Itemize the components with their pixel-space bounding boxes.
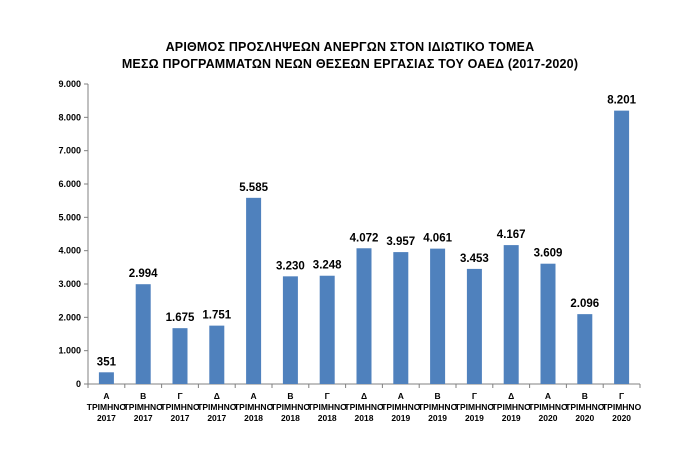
x-tick-label: Γ: [619, 391, 624, 401]
bar: [172, 328, 188, 384]
x-tick-label: Γ: [325, 391, 330, 401]
x-tick-label: ΤΡΙΜΗΝΟ: [528, 402, 568, 412]
x-tick-label: ΤΡΙΜΗΝΟ: [565, 402, 605, 412]
x-tick-label: ΤΡΙΜΗΝΟ: [87, 402, 127, 412]
y-tick-label: 2.000: [58, 312, 81, 322]
data-label: 351: [97, 356, 117, 368]
x-tick-label: Δ: [508, 391, 514, 401]
x-tick-label: 2018: [355, 413, 374, 423]
bar: [98, 372, 114, 384]
x-tick-label: ΤΡΙΜΗΝΟ: [124, 402, 164, 412]
x-tick-label: Δ: [214, 391, 220, 401]
x-tick-label: 2020: [575, 413, 594, 423]
x-tick-label: Δ: [361, 391, 367, 401]
x-tick-label: 2019: [465, 413, 484, 423]
bar: [430, 248, 446, 384]
x-tick-label: Β: [582, 391, 588, 401]
data-label: 4.167: [497, 229, 526, 241]
x-tick-label: Γ: [472, 391, 477, 401]
bar: [577, 314, 593, 384]
y-tick-label: 9.000: [58, 79, 81, 89]
bar: [614, 110, 630, 384]
data-label: 3.453: [460, 253, 489, 265]
data-label: 3.957: [386, 236, 415, 248]
y-tick-label: 0: [76, 379, 81, 389]
data-label: 1.751: [202, 310, 231, 322]
x-tick-label: 2018: [281, 413, 300, 423]
data-label: 1.675: [166, 312, 195, 324]
x-tick-label: ΤΡΙΜΗΝΟ: [381, 402, 421, 412]
data-label: 4.061: [423, 233, 452, 245]
x-tick-label: 2019: [428, 413, 447, 423]
data-label: 4.072: [350, 232, 379, 244]
x-tick-label: 2017: [207, 413, 226, 423]
x-tick-label: Β: [140, 391, 146, 401]
bar: [209, 325, 225, 384]
y-tick-label: 7.000: [58, 146, 81, 156]
bar: [503, 245, 519, 384]
x-tick-label: ΤΡΙΜΗΝΟ: [160, 402, 200, 412]
data-label: 3.609: [534, 248, 563, 260]
bar: [246, 197, 262, 384]
y-tick-label: 1.000: [58, 346, 81, 356]
data-label: 5.585: [239, 182, 268, 194]
bar: [540, 263, 556, 384]
x-tick-label: Α: [251, 391, 257, 401]
bar: [319, 275, 335, 384]
x-tick-label: 2017: [97, 413, 116, 423]
x-tick-label: ΤΡΙΜΗΝΟ: [418, 402, 458, 412]
y-tick-label: 8.000: [58, 112, 81, 122]
x-tick-label: 2019: [391, 413, 410, 423]
x-tick-label: Γ: [177, 391, 182, 401]
y-tick-label: 4.000: [58, 246, 81, 256]
x-tick-label: ΤΡΙΜΗΝΟ: [234, 402, 274, 412]
data-label: 3.230: [276, 260, 305, 272]
y-tick-label: 3.000: [58, 279, 81, 289]
chart-subtitle: ΜΕΣΩ ΠΡΟΓΡΑΜΜΑΤΩΝ ΝΕΩΝ ΘΕΣΕΩΝ ΕΡΓΑΣΙΑΣ Τ…: [121, 57, 579, 71]
x-tick-label: ΤΡΙΜΗΝΟ: [197, 402, 237, 412]
data-label: 2.994: [129, 268, 158, 280]
bar: [135, 284, 151, 384]
x-tick-label: 2018: [318, 413, 337, 423]
bar: [282, 276, 298, 384]
data-label: 3.248: [313, 260, 342, 272]
x-tick-label: 2019: [502, 413, 521, 423]
chart-title: ΑΡΙΘΜΟΣ ΠΡΟΣΛΗΨΕΩΝ ΑΝΕΡΓΩΝ ΣΤΟΝ ΙΔΙΩΤΙΚΟ…: [165, 40, 535, 54]
x-tick-label: 2020: [539, 413, 558, 423]
y-tick-label: 5.000: [58, 212, 81, 222]
x-tick-label: ΤΡΙΜΗΝΟ: [602, 402, 642, 412]
bar: [393, 252, 409, 384]
x-tick-label: Β: [435, 391, 441, 401]
x-tick-label: Β: [287, 391, 293, 401]
bar: [466, 268, 482, 384]
x-tick-label: Α: [398, 391, 404, 401]
x-tick-label: Α: [545, 391, 551, 401]
x-tick-label: 2017: [134, 413, 153, 423]
x-tick-label: 2020: [612, 413, 631, 423]
x-tick-label: 2017: [171, 413, 190, 423]
x-tick-label: Α: [103, 391, 109, 401]
x-tick-label: ΤΡΙΜΗΝΟ: [492, 402, 532, 412]
x-tick-label: ΤΡΙΜΗΝΟ: [344, 402, 384, 412]
x-tick-label: ΤΡΙΜΗΝΟ: [271, 402, 311, 412]
x-tick-label: ΤΡΙΜΗΝΟ: [308, 402, 348, 412]
x-tick-label: 2018: [244, 413, 263, 423]
data-label: 8.201: [607, 95, 636, 107]
bar: [356, 248, 372, 384]
y-tick-label: 6.000: [58, 179, 81, 189]
data-label: 2.096: [570, 298, 599, 310]
x-tick-label: ΤΡΙΜΗΝΟ: [455, 402, 495, 412]
